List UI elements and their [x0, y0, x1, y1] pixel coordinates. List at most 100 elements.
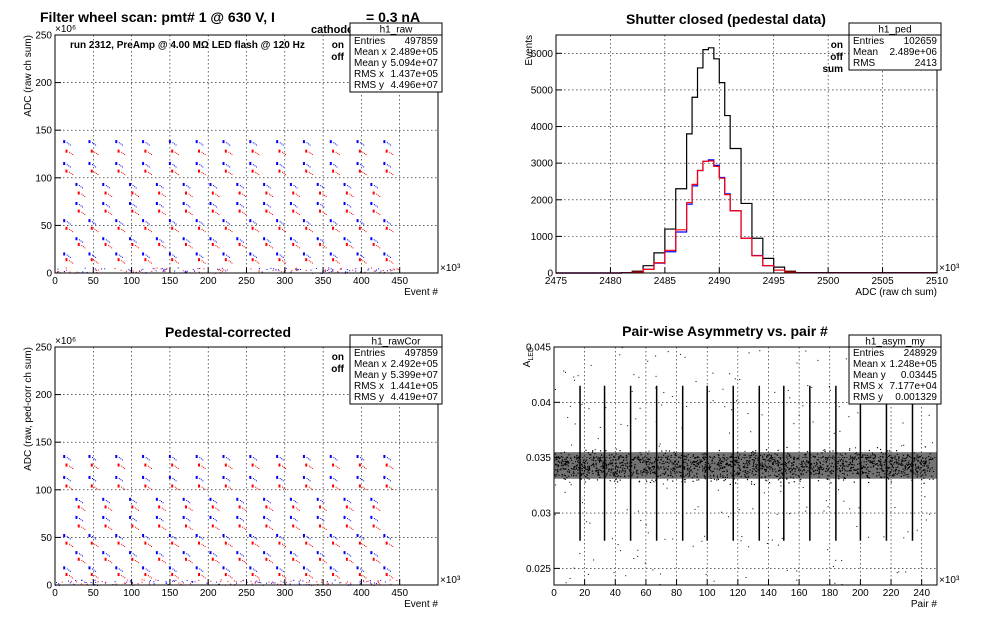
data-point-off: [305, 169, 308, 173]
data-point-off: [90, 541, 93, 545]
data-point-off: [338, 467, 340, 469]
data-point-baseline: [347, 581, 349, 583]
data-point-baseline: [174, 270, 176, 272]
data-point-on: [321, 501, 323, 503]
data-point-off: [335, 575, 337, 577]
asym-outlier: [787, 389, 789, 391]
data-point-off: [108, 559, 110, 561]
data-point-on: [213, 239, 215, 241]
asym-band: [554, 446, 937, 486]
asym-outlier: [883, 473, 885, 475]
asym-outlier: [931, 442, 933, 444]
asym-point: [651, 479, 653, 481]
data-point-baseline: [221, 267, 223, 269]
asym-point: [827, 478, 829, 480]
stats-box-name: h1_ped: [878, 25, 911, 36]
x-tick-label: 400: [353, 588, 370, 599]
data-point-on: [82, 502, 84, 504]
data-point-on: [323, 241, 325, 243]
data-point-on: [276, 140, 279, 144]
data-point-off: [363, 172, 365, 174]
data-point-off: [358, 258, 361, 262]
data-point-baseline: [346, 269, 348, 271]
data-point-off: [124, 467, 126, 469]
data-point-baseline: [377, 580, 379, 582]
data-point-on: [386, 164, 388, 166]
asym-outlier: [635, 418, 637, 420]
data-point-on: [148, 538, 150, 540]
asym-outlier: [613, 572, 615, 574]
data-point-on: [321, 186, 323, 188]
asym-outlier: [766, 480, 768, 482]
data-point-on: [333, 478, 335, 480]
data-point-off: [283, 261, 285, 263]
data-point-on: [361, 479, 363, 481]
x-tick-label: 2510: [926, 276, 949, 287]
asym-outlier: [670, 474, 672, 476]
asym-outlier: [796, 570, 798, 572]
data-point-on: [281, 479, 283, 481]
data-point-off: [229, 152, 231, 154]
data-point-baseline: [350, 582, 352, 584]
asym-outlier: [631, 391, 633, 393]
data-point-on: [295, 519, 297, 521]
data-point-on: [321, 519, 323, 521]
x-tick-label: 80: [671, 588, 683, 599]
data-point-off: [121, 171, 123, 173]
asym-outlier: [626, 509, 628, 511]
data-point-off: [338, 577, 340, 579]
data-point-off: [389, 171, 391, 173]
data-point-off: [147, 465, 149, 467]
data-point-baseline: [63, 271, 65, 273]
data-point-off: [121, 543, 123, 545]
data-point-baseline: [141, 581, 143, 583]
data-point-off: [184, 505, 187, 509]
data-point-on: [147, 143, 149, 145]
data-point-on: [68, 222, 70, 224]
data-point-off: [136, 212, 138, 214]
data-point-off: [111, 562, 113, 564]
data-point-off: [111, 509, 113, 511]
data-point-off: [144, 258, 147, 262]
data-point-baseline: [130, 270, 132, 272]
data-point-baseline: [162, 269, 164, 271]
data-point-on: [202, 459, 204, 461]
data-point-on: [107, 554, 109, 556]
data-point-on: [229, 570, 231, 572]
data-point-off: [372, 242, 375, 246]
data-point-on: [202, 480, 204, 482]
data-point-on: [105, 185, 107, 187]
data-point-on: [388, 569, 390, 571]
data-point-on: [361, 165, 363, 167]
data-point-baseline: [56, 271, 58, 273]
data-point-off: [308, 543, 310, 545]
stats-row-label: Mean y: [853, 370, 886, 381]
data-point-on: [134, 554, 136, 556]
data-point-off: [319, 191, 322, 195]
data-point-off: [224, 258, 227, 262]
x-tick-label: 2475: [545, 276, 568, 287]
data-point-on: [115, 566, 118, 570]
data-point-baseline: [396, 579, 398, 581]
data-point-off: [171, 463, 174, 467]
data-point-baseline: [217, 268, 219, 270]
data-point-off: [256, 261, 258, 263]
data-point-on: [263, 237, 266, 241]
data-point-on: [75, 515, 78, 519]
data-point-on: [195, 475, 198, 479]
data-point-on: [269, 206, 271, 208]
data-point-on: [323, 520, 325, 522]
data-point-on: [69, 459, 71, 461]
data-point-on: [226, 164, 228, 166]
data-point-on: [195, 162, 198, 166]
data-point-off: [392, 154, 394, 156]
data-point-on: [187, 205, 189, 207]
data-point-on: [172, 164, 174, 166]
data-point-on: [92, 142, 94, 144]
data-point-baseline: [315, 268, 317, 270]
data-point-off: [350, 561, 352, 563]
data-marks-rawCor: [55, 454, 400, 586]
data-point-off: [243, 212, 245, 214]
data-point-on: [329, 219, 332, 223]
